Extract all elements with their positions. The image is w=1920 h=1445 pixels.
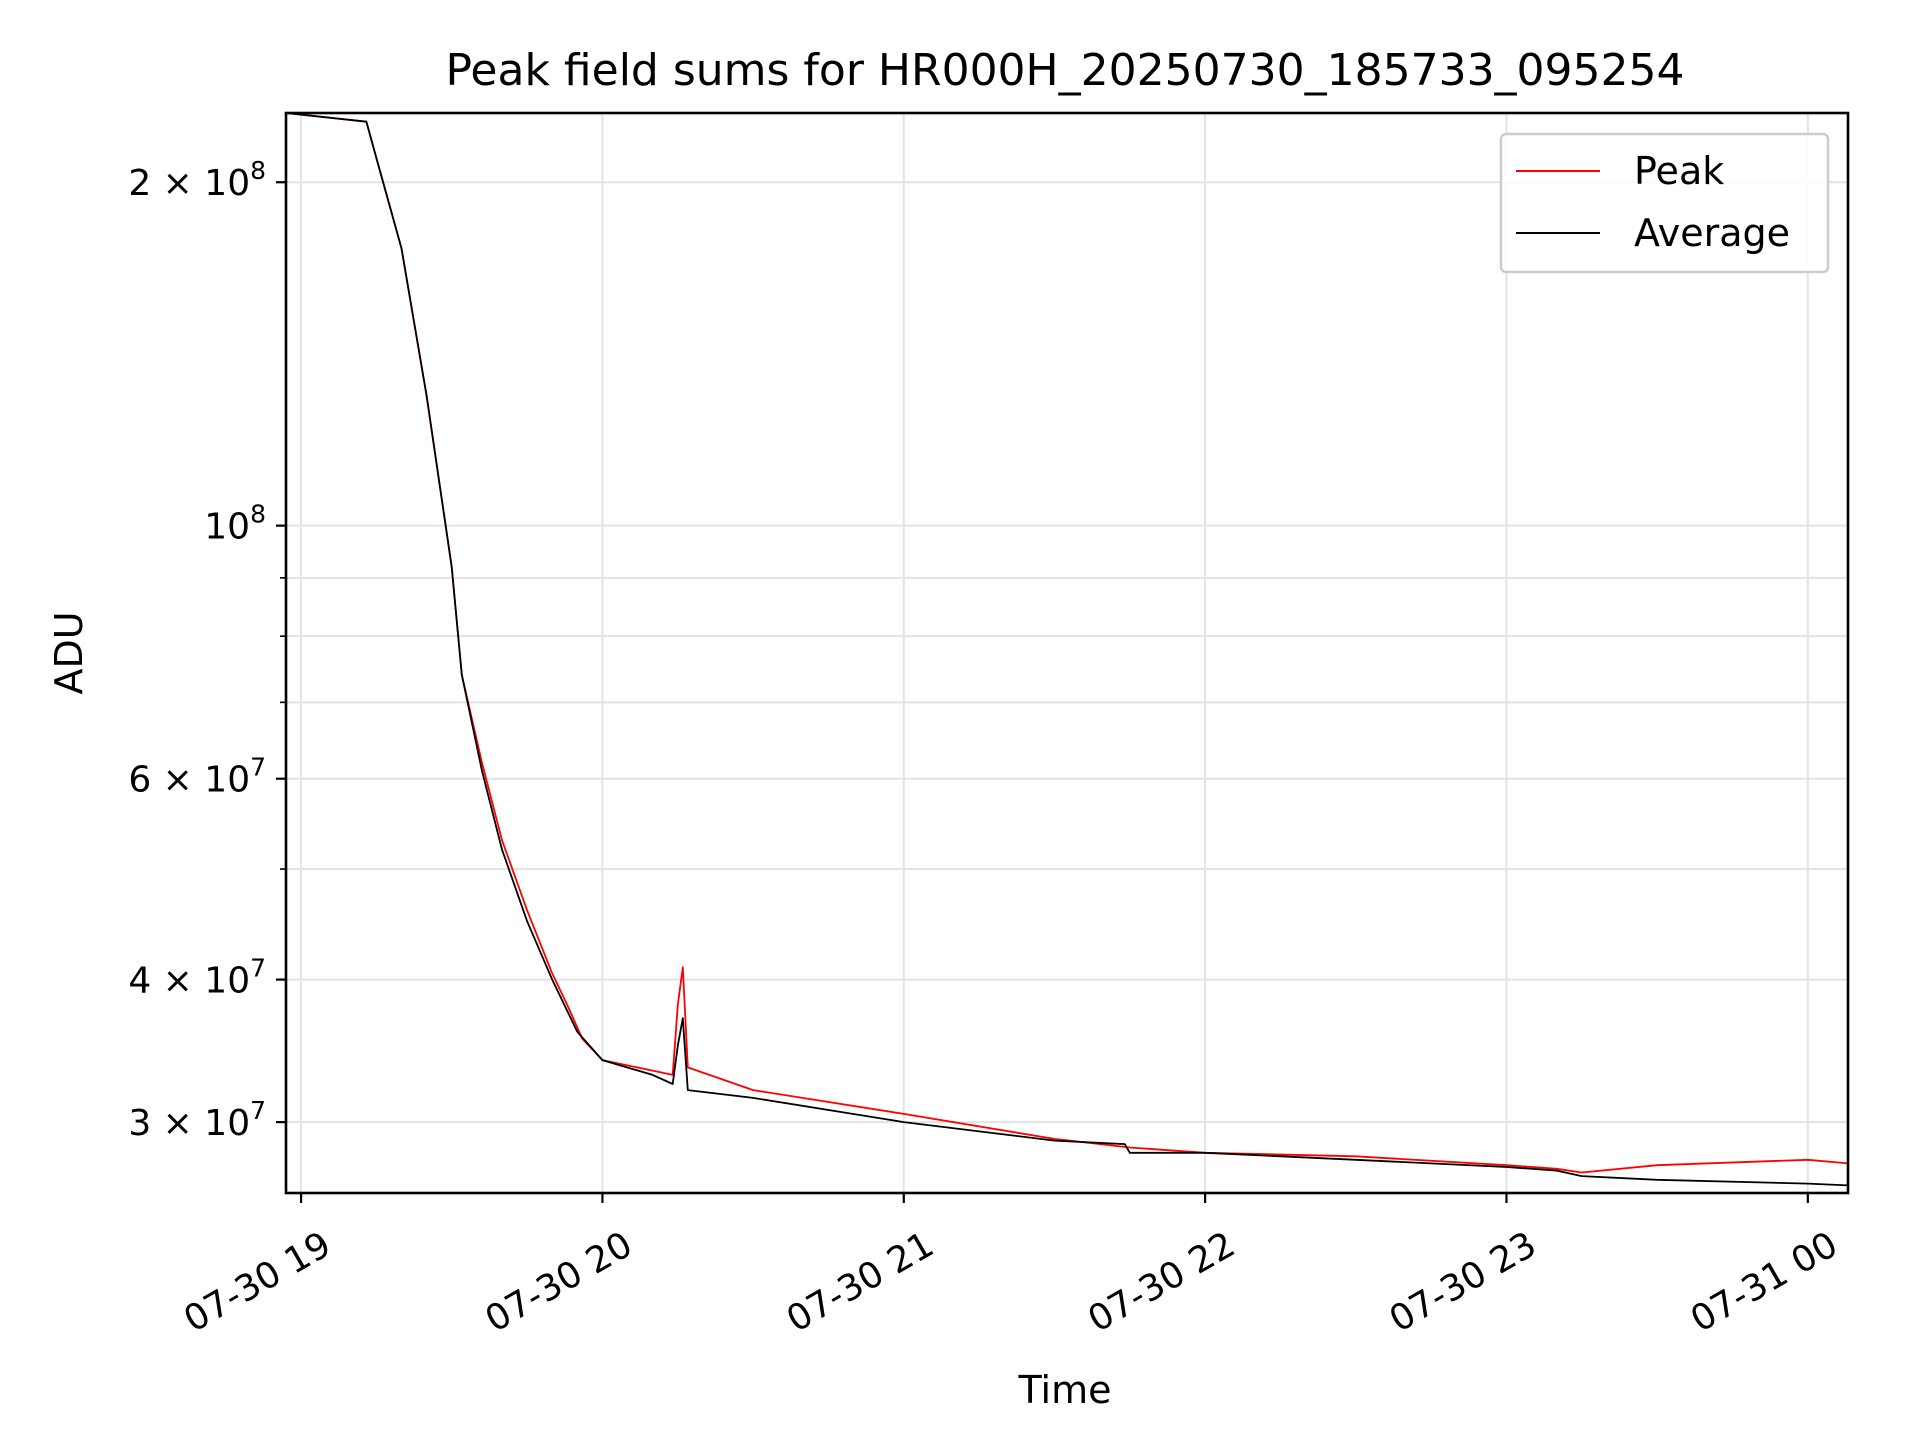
grid — [286, 113, 1848, 1193]
chart-title: Peak field sums for HR000H_20250730_1857… — [445, 45, 1684, 96]
x-tick-label: 07-30 22 — [1081, 1224, 1242, 1340]
y-tick-label: 3 × 107 — [128, 1096, 266, 1144]
series-lines — [285, 112, 1849, 1187]
y-tick-label: 108 — [204, 500, 266, 548]
x-tick-label: 07-30 23 — [1383, 1224, 1544, 1340]
plot-frame — [284, 111, 1850, 1195]
series-line-average — [285, 112, 1849, 1187]
x-tick-label: 07-31 00 — [1684, 1224, 1845, 1340]
y-axis-label: ADU — [47, 611, 91, 694]
legend-box — [1499, 132, 1830, 274]
x-tick-label: 07-30 19 — [177, 1224, 338, 1340]
y-tick-label: 6 × 107 — [128, 753, 266, 801]
y-tick-label: 4 × 107 — [128, 954, 266, 1002]
x-tick-label: 07-30 20 — [479, 1224, 640, 1340]
legend: Peak Average — [1499, 132, 1830, 274]
x-axis-label: Time — [1018, 1368, 1112, 1412]
legend-label-peak: Peak — [1634, 149, 1724, 193]
y-tick-label: 2 × 108 — [128, 156, 266, 204]
legend-label-average: Average — [1634, 211, 1790, 255]
x-tick-label: 07-30 21 — [780, 1224, 941, 1340]
axes: 07-30 19 07-30 20 07-30 21 07-30 22 07-30 23… — [128, 156, 1844, 1340]
